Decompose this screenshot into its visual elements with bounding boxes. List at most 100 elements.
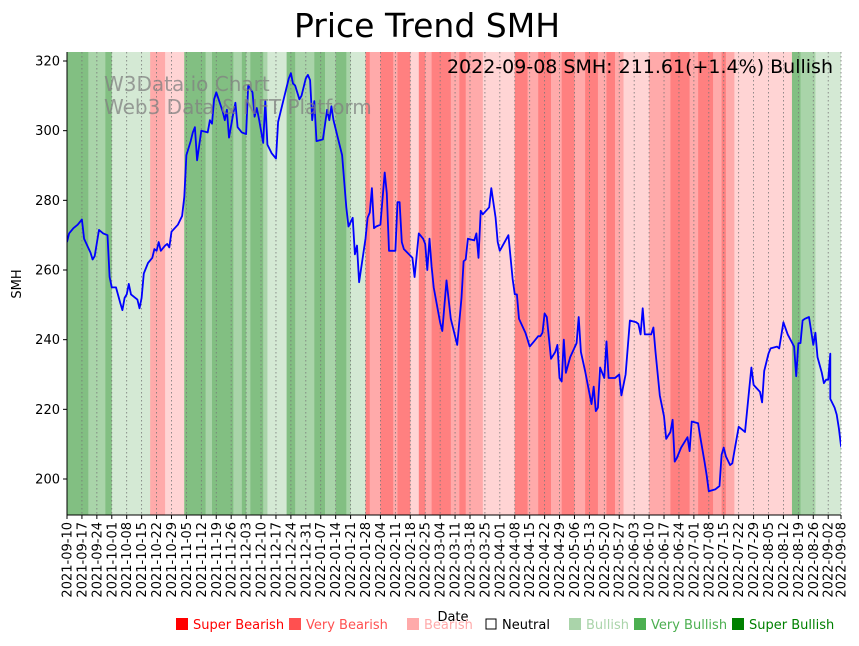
price-line-layer: [67, 72, 841, 493]
x-tick-label: 2021-12-03: [240, 522, 255, 598]
y-tick-label: 220: [35, 403, 60, 418]
x-tick-label: 2022-07-22: [732, 522, 747, 598]
sentiment-band: [150, 52, 166, 515]
legend-item: Neutral: [485, 618, 550, 633]
legend-swatch: [485, 618, 497, 630]
legend-swatch: [407, 618, 419, 630]
x-tick-label: 2021-11-19: [210, 522, 225, 598]
sentiment-band: [574, 52, 586, 515]
x-tick-label: 2022-03-04: [434, 522, 449, 598]
y-tick-label: 240: [35, 333, 60, 348]
watermark-line-2: Web3 Data & NFT Platform: [104, 95, 372, 119]
x-tick-label: 2022-06-17: [658, 522, 673, 598]
x-tick-label: 2022-06-10: [643, 522, 658, 598]
x-tick-label: 2022-01-14: [329, 522, 344, 598]
sentiment-band: [670, 52, 691, 515]
x-tick-label: 2022-01-21: [344, 522, 359, 598]
sentiment-band: [713, 52, 723, 515]
sentiment-band: [105, 52, 113, 515]
x-tick-label: 2022-02-18: [404, 522, 419, 598]
sentiment-band: [314, 52, 326, 515]
watermark: W3Data.io Chart Web3 Data & NFT Platform: [104, 72, 372, 119]
sentiment-band: [380, 52, 394, 515]
x-tick-label: 2021-12-24: [284, 522, 299, 598]
sentiment-band: [585, 52, 599, 515]
sentiment-band: [800, 52, 816, 515]
sentiment-band: [553, 52, 563, 515]
sentiment-band: [346, 52, 352, 515]
sentiment-band: [267, 52, 288, 515]
sentiment-band: [365, 52, 371, 515]
x-tick-label: 2022-03-25: [478, 522, 493, 598]
x-tick-label: 2022-06-24: [672, 522, 687, 598]
sentiment-band: [465, 52, 484, 515]
x-tick-label: 2022-05-27: [613, 522, 628, 598]
x-tick-label: 2022-07-29: [747, 522, 762, 598]
x-tick-label: 2021-12-17: [269, 522, 284, 598]
sentiment-band: [410, 52, 420, 515]
x-tick-label: 2022-05-13: [583, 522, 598, 598]
x-tick-label: 2022-03-18: [463, 522, 478, 598]
legend-label: Bearish: [424, 618, 473, 633]
sentiment-band: [233, 52, 243, 515]
sentiment-band: [184, 52, 207, 515]
x-tick-label: 2022-05-20: [598, 522, 613, 598]
x-tick-label: 2022-08-26: [807, 522, 822, 598]
latest-price-annotation: 2022-09-08 SMH: 211.61(+1.4%) Bullish: [447, 56, 833, 78]
x-tick-label: 2022-02-04: [374, 522, 389, 598]
x-tick-label: 2022-07-08: [702, 522, 717, 598]
x-tick-label: 2022-02-25: [419, 522, 434, 598]
x-tick-label: 2022-08-05: [762, 522, 777, 598]
y-axis-label: SMH: [10, 269, 25, 298]
sentiment-band: [205, 52, 213, 515]
sentiment-band: [165, 52, 185, 515]
sentiment-band: [614, 52, 625, 515]
x-tick-label: 2021-09-17: [75, 522, 90, 598]
sentiment-band: [725, 52, 735, 515]
x-tick-label: 2022-02-11: [389, 522, 404, 598]
x-tick-label: 2021-10-01: [105, 522, 120, 598]
x-tick-label: 2022-09-08: [835, 522, 850, 598]
x-tick-label: 2022-04-22: [538, 522, 553, 598]
x-tick-label: 2021-09-10: [61, 522, 76, 598]
sentiment-band: [561, 52, 575, 515]
sentiment-band: [698, 52, 714, 515]
legend-label: Bullish: [586, 618, 629, 633]
sentiment-band: [211, 52, 234, 515]
x-tick-label: 2022-01-28: [359, 522, 374, 598]
x-tick-label: 2022-04-08: [508, 522, 523, 598]
legend-item: Very Bearish: [289, 618, 388, 633]
legend-swatch: [634, 618, 646, 630]
x-axis-label: Date: [437, 610, 468, 625]
sentiment-band: [815, 52, 841, 515]
sentiment-band: [393, 52, 398, 515]
sentiment-band: [246, 52, 251, 515]
sentiment-band: [286, 52, 296, 515]
x-tick-label: 2021-12-31: [299, 522, 314, 598]
x-tick-label: 2022-05-06: [568, 522, 583, 598]
x-tick-label: 2021-10-22: [150, 522, 165, 598]
y-tick-label: 200: [35, 473, 60, 488]
y-tick-label: 280: [35, 194, 60, 209]
x-tick-label: 2021-11-05: [180, 522, 195, 598]
x-tick-label: 2022-04-29: [553, 522, 568, 598]
sentiment-band: [721, 52, 727, 515]
legend-item: Super Bearish: [176, 618, 284, 633]
legend-item: Bullish: [569, 618, 629, 633]
sentiment-band: [75, 52, 89, 515]
x-tick-label: 2022-03-11: [449, 522, 464, 598]
x-tick-label: 2021-10-08: [120, 522, 135, 598]
x-tick-label: 2022-01-07: [314, 522, 329, 598]
x-tick-label: 2022-08-19: [792, 522, 807, 598]
sentiment-band: [325, 52, 337, 515]
legend-swatch: [732, 618, 744, 630]
chart-title: Price Trend SMH: [294, 6, 560, 45]
x-tick-label: 2022-07-15: [717, 522, 732, 598]
y-ticks: 200 220 240 260 280 300 320: [35, 55, 67, 488]
sentiment-band: [514, 52, 529, 515]
x-tick-label: 2022-04-15: [523, 522, 538, 598]
sentiment-band: [111, 52, 151, 515]
sentiment-band: [791, 52, 801, 515]
watermark-line-1: W3Data.io Chart: [104, 72, 270, 96]
